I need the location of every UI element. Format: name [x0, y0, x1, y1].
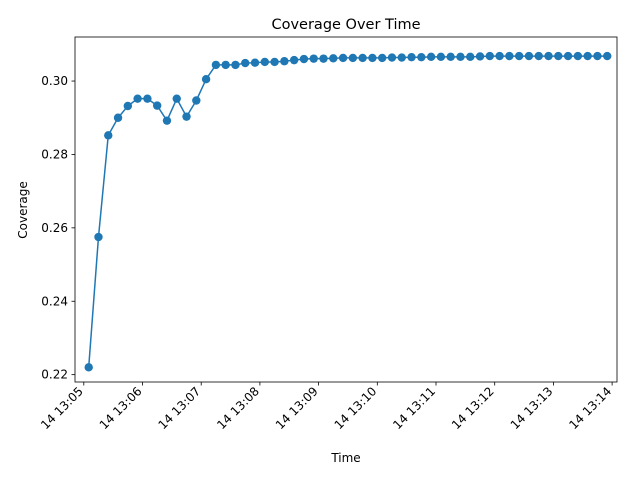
data-point: [162, 116, 172, 125]
data-point: [133, 94, 142, 103]
data-point: [241, 58, 250, 68]
y-tick-label: 0.28: [41, 147, 68, 161]
x-axis-label: Time: [330, 451, 360, 465]
data-point: [407, 52, 416, 62]
data-point: [534, 51, 543, 61]
data-point: [84, 363, 93, 372]
data-point: [192, 96, 201, 105]
y-tick-label: 0.30: [41, 74, 68, 88]
data-point: [260, 57, 269, 67]
data-point: [514, 51, 524, 61]
data-point: [319, 54, 328, 63]
data-point: [377, 53, 387, 63]
data-point: [475, 52, 485, 61]
data-point: [348, 53, 358, 63]
y-tick-label: 0.26: [41, 221, 68, 235]
data-point: [426, 52, 436, 62]
data-point: [182, 112, 191, 121]
data-point: [446, 52, 455, 62]
data-point: [299, 54, 309, 64]
data-point: [495, 51, 504, 61]
data-point: [505, 51, 514, 61]
y-tick-label: 0.24: [41, 294, 68, 308]
data-point: [221, 60, 230, 70]
data-point: [309, 54, 318, 63]
data-point: [211, 60, 221, 70]
data-point: [456, 52, 465, 62]
y-tick-label: 0.22: [41, 368, 68, 382]
data-point: [524, 51, 534, 61]
data-point: [338, 53, 348, 63]
data-point: [113, 113, 123, 122]
data-point: [593, 51, 602, 61]
data-point: [231, 60, 240, 70]
data-point: [466, 52, 475, 62]
data-point: [603, 51, 612, 61]
data-point: [94, 232, 103, 242]
plot-frame: [74, 36, 618, 383]
data-point: [143, 94, 152, 103]
data-point: [358, 53, 367, 63]
data-point: [368, 53, 377, 63]
data-point: [563, 51, 573, 61]
data-point: [152, 101, 162, 110]
data-point: [289, 55, 299, 65]
data-point: [387, 53, 397, 62]
data-point: [201, 75, 211, 84]
y-axis-label: Coverage: [16, 181, 30, 239]
data-point: [485, 51, 495, 61]
data-point: [583, 51, 592, 61]
data-point: [270, 57, 279, 67]
data-point: [573, 51, 583, 61]
data-point: [554, 51, 563, 61]
data-point: [417, 52, 426, 62]
data-point: [544, 51, 553, 61]
data-point: [280, 57, 289, 66]
data-point: [436, 52, 446, 62]
data-point: [172, 94, 181, 103]
data-point: [104, 131, 113, 140]
data-point: [250, 58, 260, 67]
data-point: [123, 101, 133, 111]
data-point: [397, 53, 406, 62]
chart-title: Coverage Over Time: [271, 17, 420, 33]
data-point: [329, 54, 338, 63]
